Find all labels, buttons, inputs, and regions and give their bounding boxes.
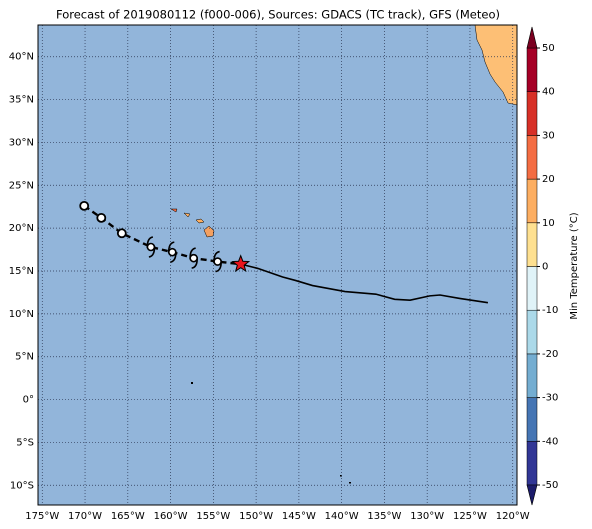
colorbar-tick-label: -30 xyxy=(542,393,558,404)
y-tick-label: 15°N xyxy=(9,266,34,277)
land-speck xyxy=(340,475,342,477)
colorbar-tick-label: 30 xyxy=(542,130,555,141)
colorbar-level xyxy=(526,309,538,355)
y-tick-label: 5°S xyxy=(16,437,34,448)
cyclone-symbol xyxy=(146,236,156,258)
colorbar-level xyxy=(526,353,538,398)
colorbar-level xyxy=(526,135,538,180)
x-tick-label: 150°W xyxy=(239,511,273,522)
y-tick-label: 10°S xyxy=(10,480,34,491)
x-tick-label: 140°W xyxy=(325,511,359,522)
colorbar-level xyxy=(526,47,538,92)
track-point xyxy=(116,228,127,239)
y-tick-label: 20°N xyxy=(9,223,34,234)
land-speck xyxy=(349,482,351,484)
cyclone-symbol xyxy=(167,241,177,263)
cyclone-symbol xyxy=(213,250,222,273)
map-frame xyxy=(37,24,518,506)
cyclone-eye xyxy=(189,253,198,263)
forecast-track xyxy=(240,263,489,304)
colorbar-level xyxy=(526,441,538,486)
x-tick-label: 170°W xyxy=(68,511,102,522)
colorbar-level xyxy=(526,178,538,224)
y-tick-label: 40°N xyxy=(9,52,34,63)
chart-title: Forecast of 2019080112 (f000-006), Sourc… xyxy=(56,8,500,22)
cyclone-eye xyxy=(146,242,156,252)
colorbar-tick-label: -40 xyxy=(542,436,558,447)
x-tick-label: 125°W xyxy=(453,511,487,522)
colorbar-tick-label: -20 xyxy=(542,349,558,360)
x-tick-label: 130°W xyxy=(410,511,444,522)
cyclone-eye xyxy=(213,257,222,266)
colorbar-tick-label: 10 xyxy=(542,218,555,229)
colorbar-tick-label: -50 xyxy=(542,480,558,491)
colorbar-tick-label: 40 xyxy=(542,87,555,98)
land-shape xyxy=(195,218,205,224)
track-point xyxy=(79,200,90,211)
y-tick-label: 25°N xyxy=(9,180,34,191)
track-point xyxy=(96,212,107,223)
land-shape xyxy=(183,212,191,218)
x-tick-label: 175°W xyxy=(25,511,59,522)
land-shape xyxy=(170,208,178,213)
ocean xyxy=(38,25,517,505)
x-tick-label: 120°W xyxy=(496,511,530,522)
colorbar-level xyxy=(526,222,538,267)
x-tick-label: 145°W xyxy=(282,511,316,522)
y-tick-label: 10°N xyxy=(9,309,34,320)
land-shape xyxy=(203,225,215,238)
colorbar-tick-label: 0 xyxy=(542,262,548,273)
x-tick-label: 160°W xyxy=(154,511,188,522)
colorbar-tick-label: 50 xyxy=(542,43,555,54)
colorbar-level xyxy=(526,266,538,311)
x-tick-label: 165°W xyxy=(111,511,145,522)
colorbar-level xyxy=(526,91,538,136)
colorbar-extend xyxy=(526,26,538,49)
colorbar-tick-label: -10 xyxy=(542,305,558,316)
y-tick-label: 30°N xyxy=(9,137,34,148)
colorbar-label: Min Temperature (°C) xyxy=(569,212,580,319)
current-position xyxy=(231,254,251,273)
colorbar-tick-label: 20 xyxy=(542,174,555,185)
land-speck xyxy=(191,382,193,384)
x-tick-label: 155°W xyxy=(196,511,230,522)
cyclone-symbol xyxy=(189,247,198,269)
y-tick-label: 35°N xyxy=(9,95,34,106)
y-tick-label: 0° xyxy=(23,395,34,406)
colorbar-extend xyxy=(526,484,538,506)
y-tick-label: 5°N xyxy=(15,352,34,363)
land xyxy=(170,24,518,484)
x-tick-label: 135°W xyxy=(367,511,401,522)
colorbar-level xyxy=(526,397,538,442)
cyclone-eye xyxy=(167,247,177,257)
